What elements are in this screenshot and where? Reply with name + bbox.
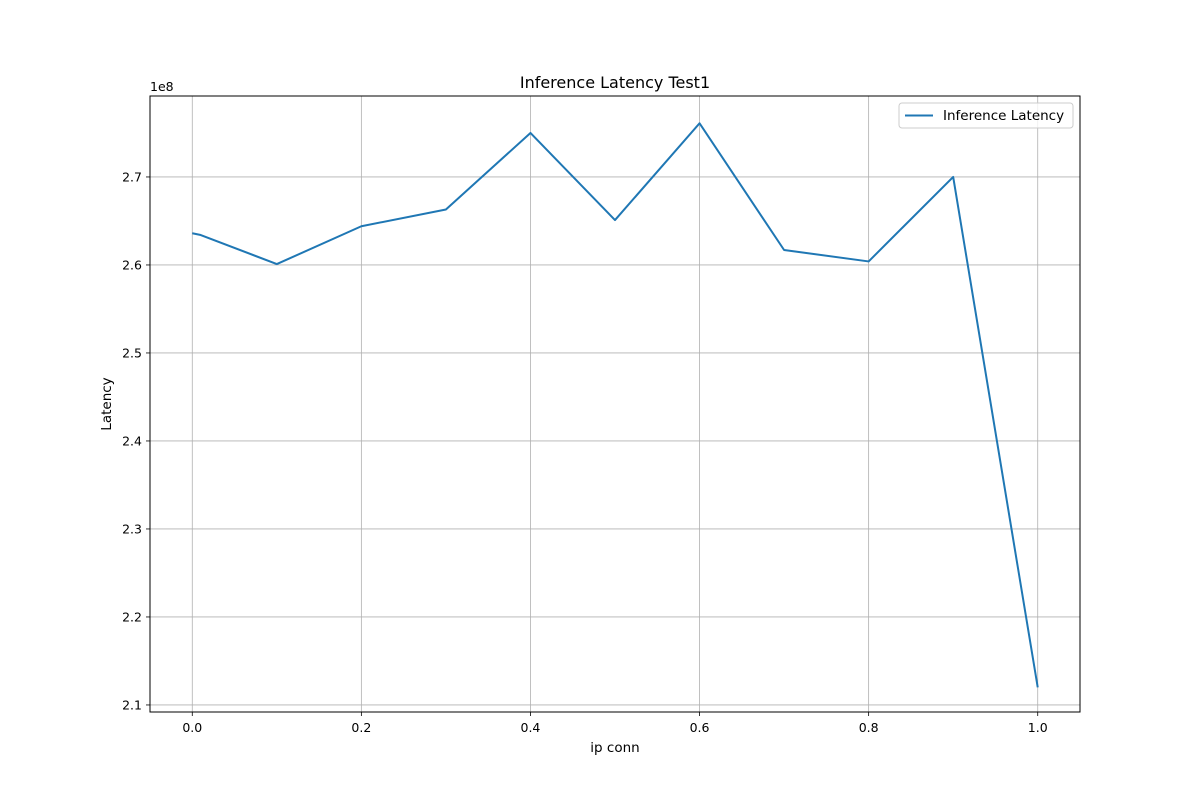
x-tick-label: 0.0 (182, 720, 202, 735)
y-tick-label: 2.6 (122, 257, 142, 272)
y-tick-label: 2.7 (122, 169, 142, 184)
plot-area-frame (149, 95, 1081, 713)
x-tick-label: 1.0 (1028, 720, 1048, 735)
chart-title: Inference Latency Test1 (520, 73, 710, 92)
y-tick-label: 2.3 (122, 521, 142, 536)
y-tick-label: 2.2 (122, 609, 142, 624)
x-axis-label: ip conn (590, 740, 639, 756)
x-tick-label: 0.2 (351, 720, 371, 735)
series-line-inference-latency (192, 122, 1039, 688)
x-tick-label: 0.4 (521, 720, 541, 735)
y-tick-label: 2.5 (122, 345, 142, 360)
axis-ticks: 0.0 0.2 0.4 0.6 0.8 1.0 2.1 2.2 2.3 2.4 2.5 2.6 2.7 (122, 169, 1048, 735)
grid (150, 96, 1080, 712)
legend-label-inference-latency: Inference Latency (943, 108, 1064, 124)
legend: Inference Latency (898, 102, 1074, 129)
y-axis-label: Latency (99, 377, 115, 430)
series-lines (192, 122, 1039, 688)
x-tick-label: 0.6 (690, 720, 710, 735)
y-tick-label: 2.4 (122, 433, 142, 448)
y-axis-offset-label: 1e8 (150, 79, 174, 94)
y-tick-label: 2.1 (122, 697, 142, 712)
legend-box (898, 102, 1074, 129)
x-tick-label: 0.8 (859, 720, 879, 735)
